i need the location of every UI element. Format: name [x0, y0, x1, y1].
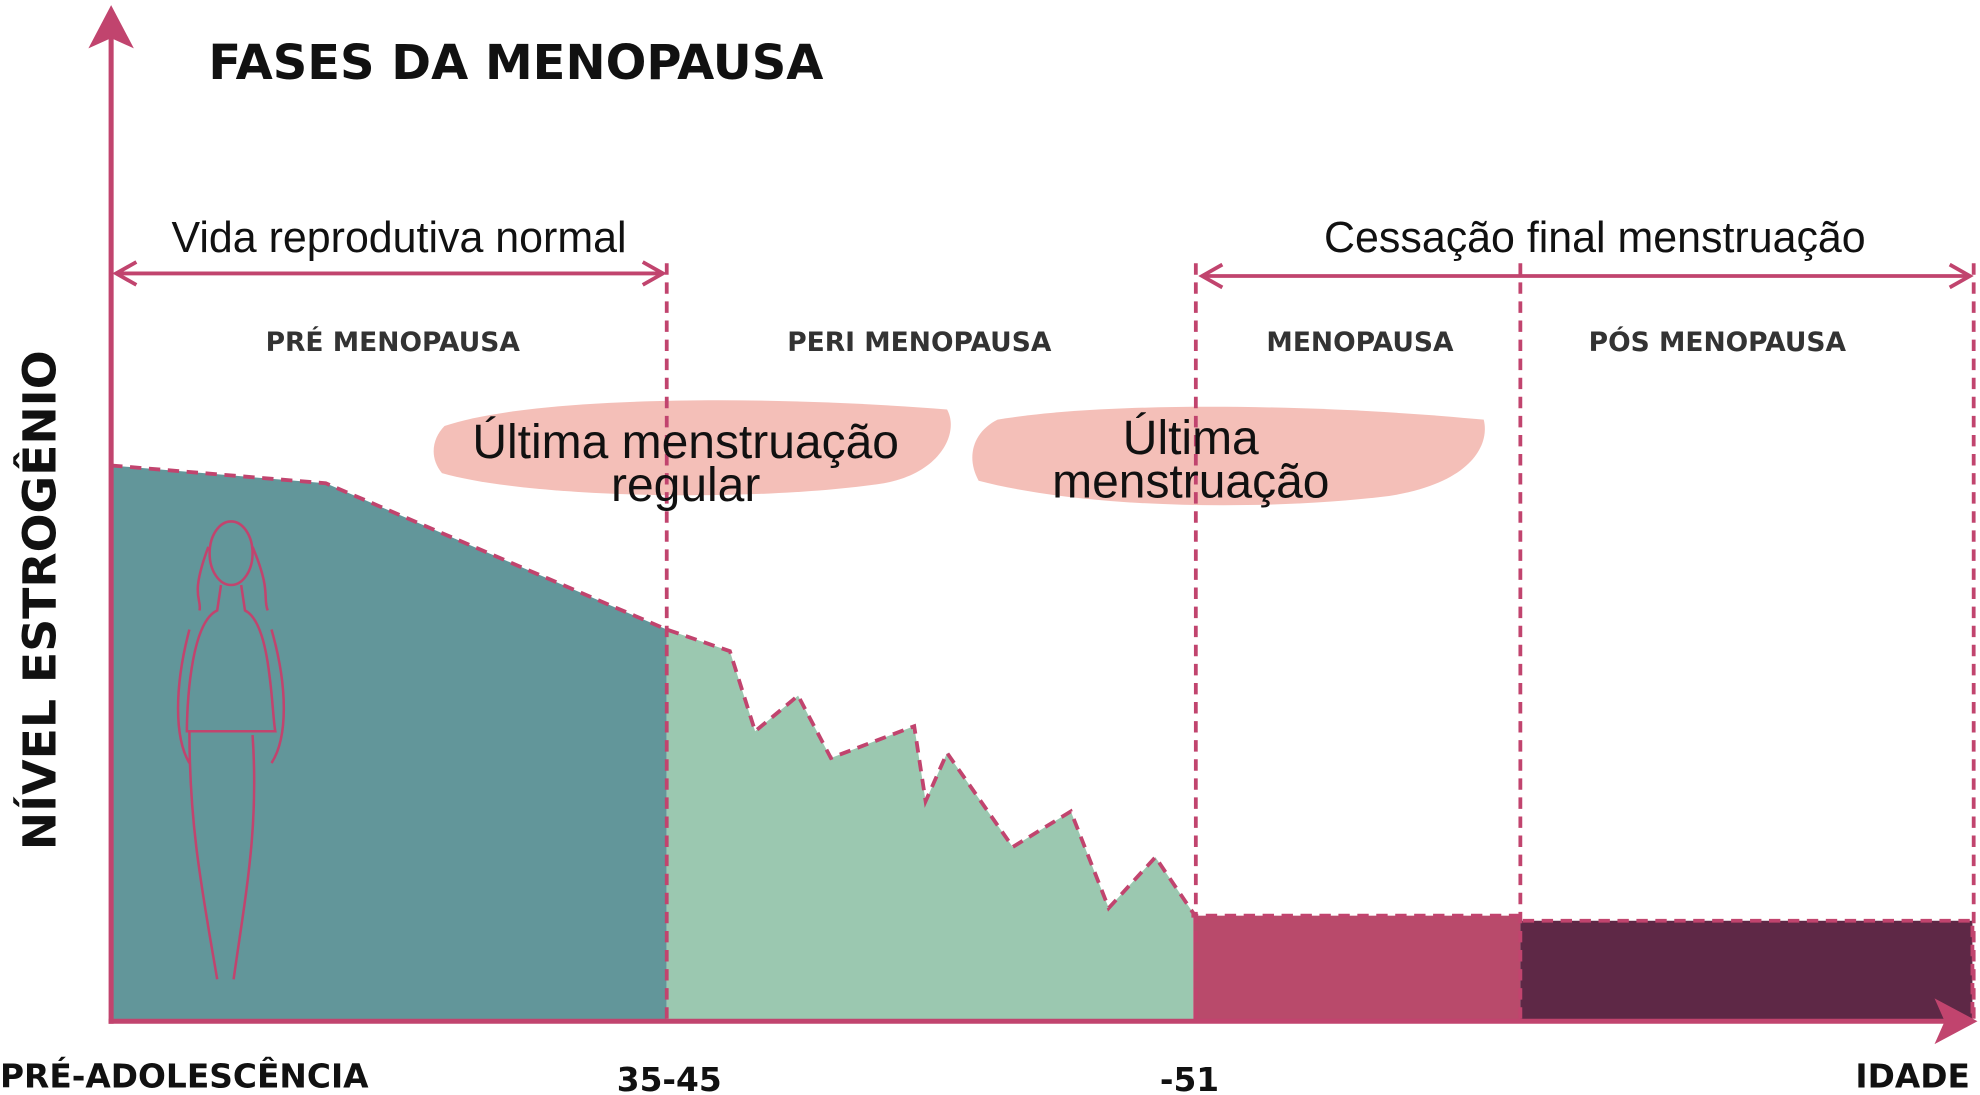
- estrogen-line: [110, 463, 1975, 1022]
- phase-label: MENOPAUSA: [1266, 327, 1453, 358]
- span-arrows: [112, 260, 1974, 290]
- phase-label: PÓS MENOPAUSA: [1589, 326, 1847, 358]
- x-label: 35-45: [617, 1060, 722, 1095]
- peri-menopause-area: [666, 629, 1194, 1022]
- annotation: regular: [611, 458, 760, 512]
- x-label: -51: [1160, 1060, 1219, 1095]
- y-axis-label: NÍVEL ESTROGÊNIO: [13, 350, 67, 850]
- phase-label: PRÉ MENOPAUSA: [266, 326, 521, 358]
- post-menopause-area: [1520, 920, 1973, 1022]
- title: FASES DA MENOPAUSA: [208, 35, 824, 91]
- annotation: Última menstruação: [472, 415, 899, 469]
- woman-illustration: [176, 520, 286, 980]
- annotation: menstruação: [1052, 454, 1329, 508]
- axes: [88, 5, 1978, 1045]
- span-label: Vida reprodutiva normal: [172, 214, 627, 262]
- phase-label: PERI MENOPAUSA: [787, 327, 1052, 358]
- brush-stroke: [972, 406, 1485, 506]
- span-label: Cessação final menstruação: [1324, 214, 1866, 262]
- brush-stroke: [433, 400, 951, 496]
- menopause-area: [1193, 915, 1521, 1022]
- x-label: PRÉ-ADOLESCÊNCIA: [0, 1055, 369, 1095]
- pre-menopause-area: [111, 465, 667, 1022]
- annotation: Última: [1123, 411, 1259, 465]
- x-axis-label: IDADE: [1855, 1056, 1970, 1095]
